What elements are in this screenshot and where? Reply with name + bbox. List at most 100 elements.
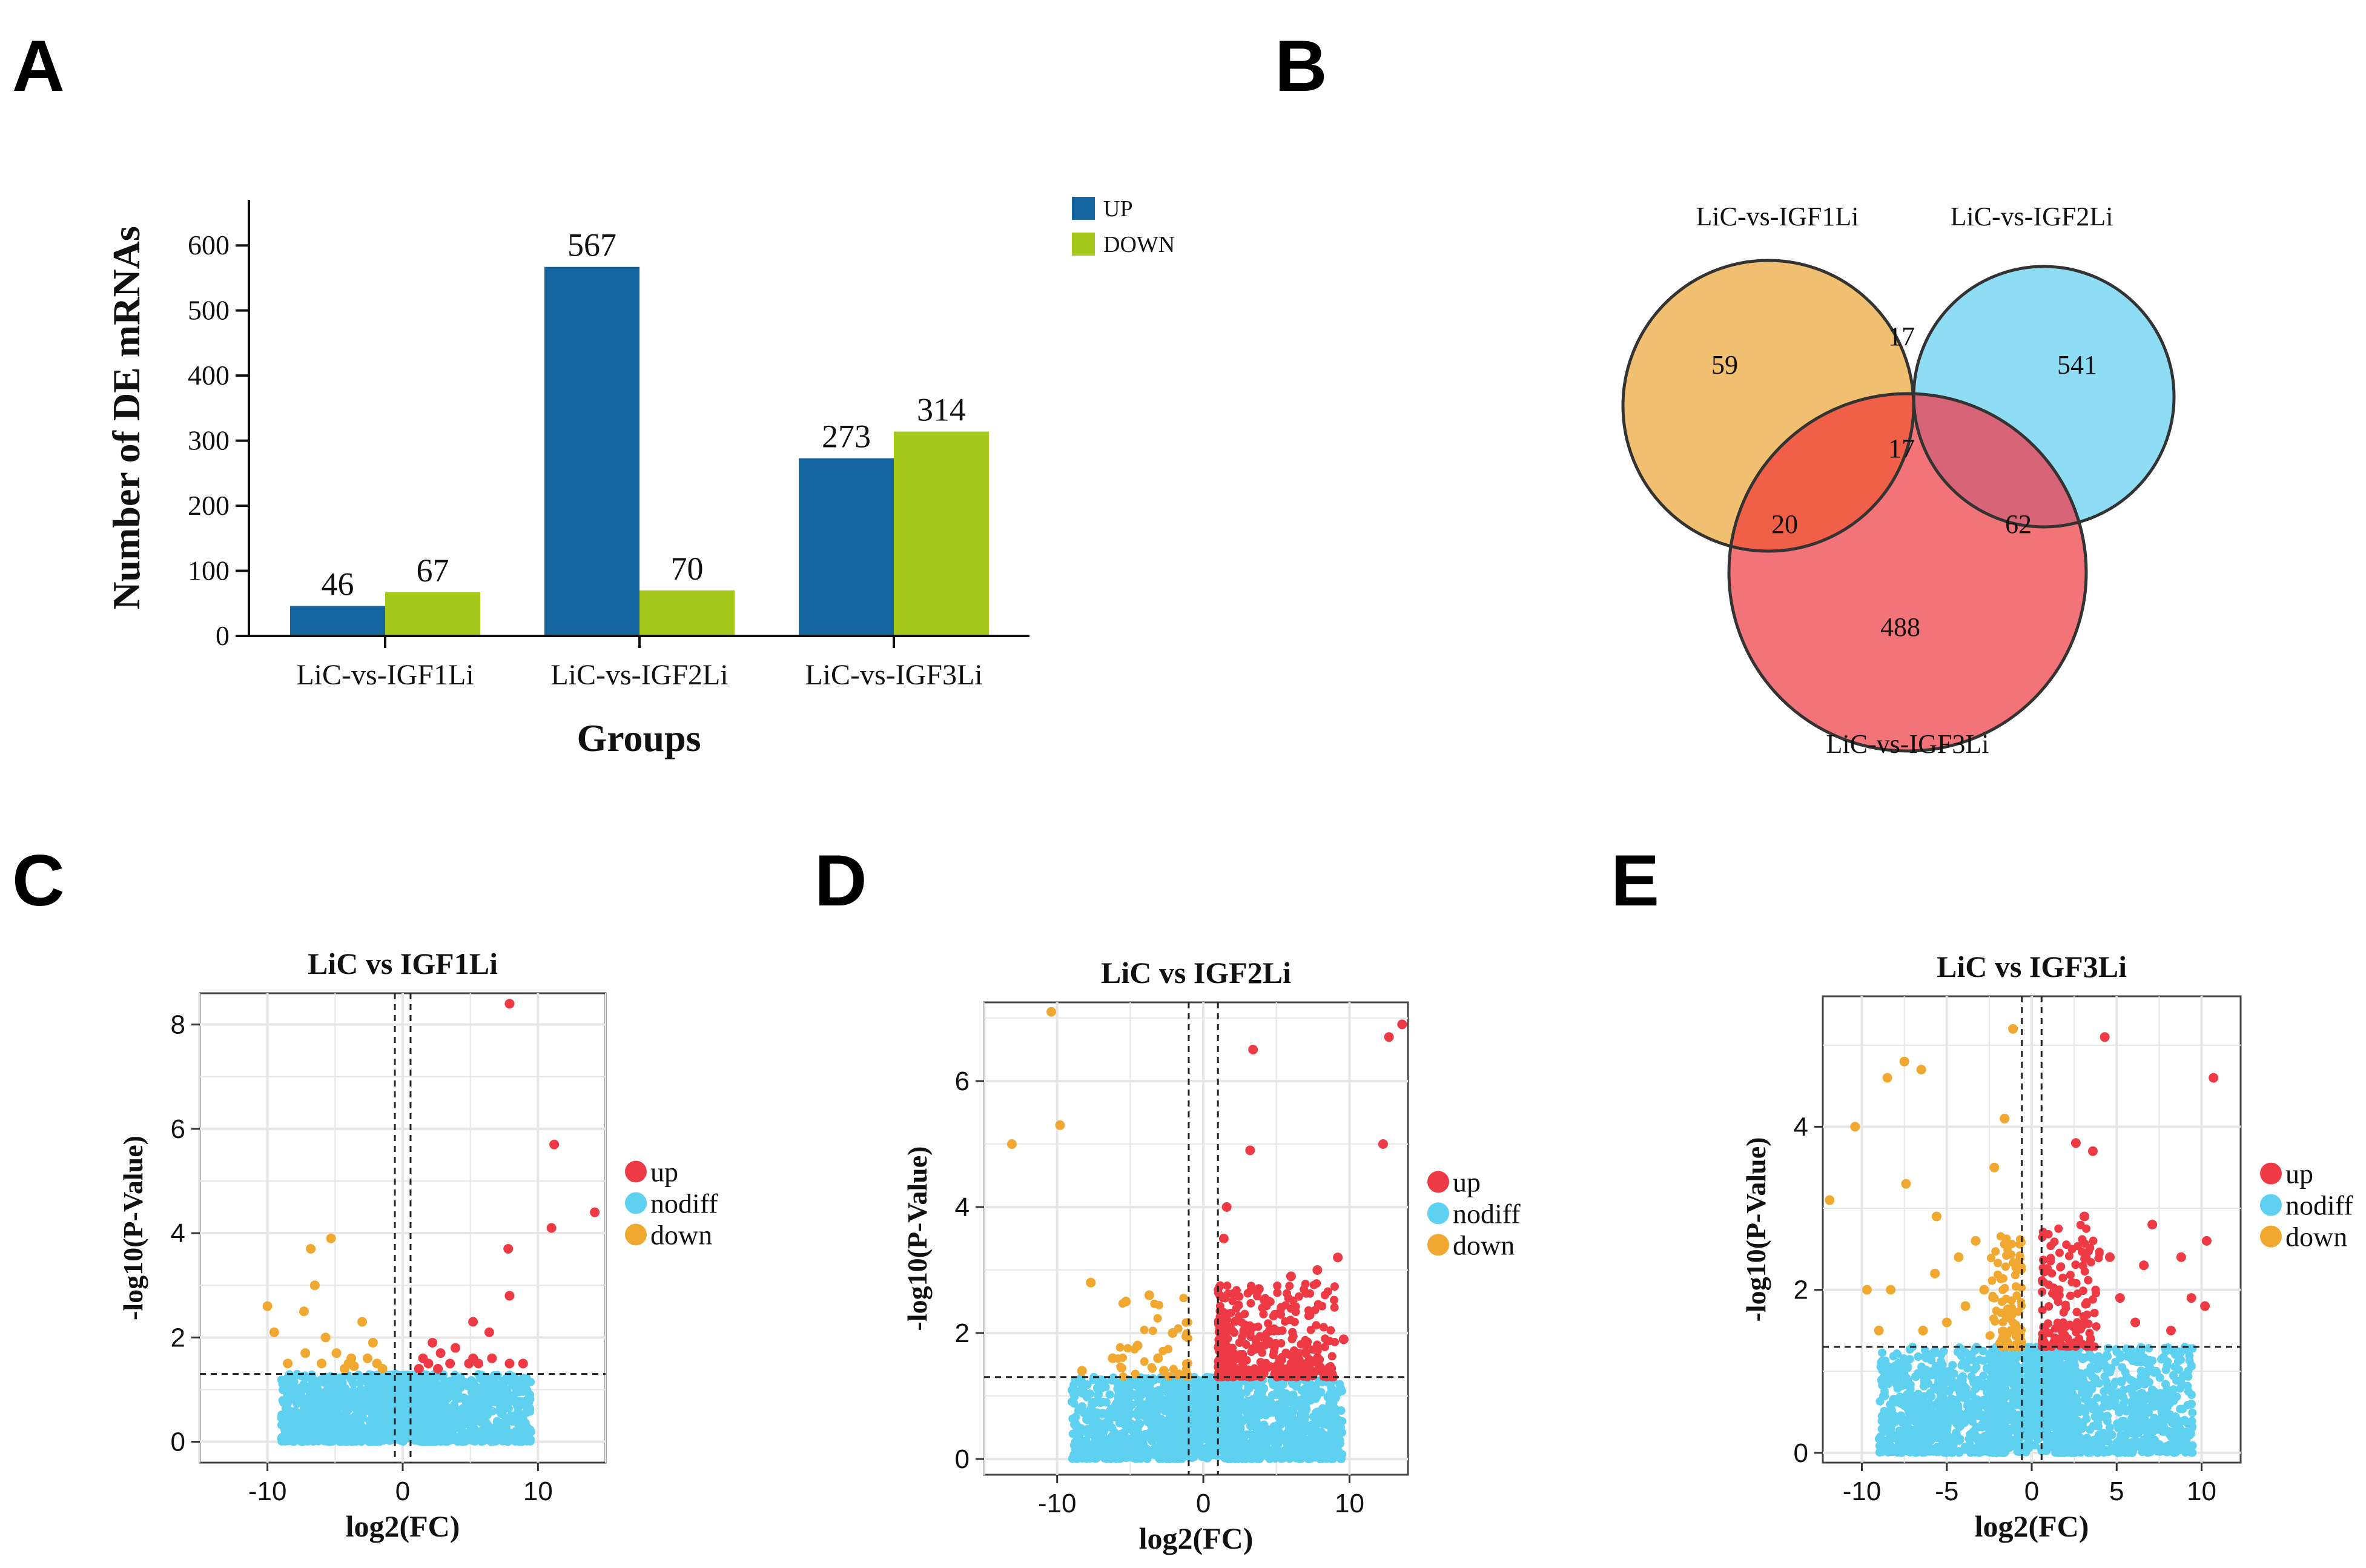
point-nodiff [1311, 1408, 1320, 1417]
point-nodiff [1134, 1379, 1143, 1388]
point-nodiff [299, 1380, 308, 1389]
point-nodiff [1333, 1417, 1342, 1426]
point-nodiff [354, 1437, 363, 1446]
point-nodiff [423, 1437, 432, 1446]
point-nodiff [1090, 1412, 1099, 1421]
point-nodiff [1134, 1428, 1143, 1437]
point-nodiff [463, 1436, 472, 1445]
point-up [1323, 1287, 1332, 1296]
venn-count-only-set1: 59 [1711, 350, 1738, 380]
point-up [428, 1337, 438, 1348]
point-nodiff [1114, 1380, 1123, 1389]
point-down [326, 1233, 336, 1243]
point-nodiff [423, 1377, 432, 1386]
panel-label-d: D [815, 840, 867, 921]
bar-up [544, 266, 639, 637]
legend-label-up: up [650, 1157, 678, 1188]
point-nodiff [478, 1433, 487, 1442]
point-nodiff [332, 1434, 342, 1443]
venn-count-only-set2: 541 [2057, 350, 2097, 380]
venn-count-only-set3: 488 [1880, 612, 1920, 642]
point-nodiff [368, 1398, 377, 1407]
y-tick-label: 200 [188, 490, 230, 521]
point-nodiff [1255, 1447, 1264, 1457]
point-up [518, 1358, 528, 1369]
point-nodiff [280, 1422, 289, 1431]
point-nodiff [504, 1414, 513, 1423]
point-nodiff [333, 1387, 342, 1396]
point-nodiff [1159, 1400, 1168, 1409]
point-nodiff [366, 1383, 375, 1392]
point-up [1228, 1343, 1237, 1352]
point-nodiff [1082, 1393, 1091, 1402]
point-down [306, 1243, 316, 1254]
point-nodiff [338, 1378, 347, 1388]
point-up [1271, 1309, 1280, 1318]
point-up [1330, 1337, 1340, 1346]
point-nodiff [1257, 1407, 1266, 1416]
point-nodiff [518, 1413, 527, 1422]
point-up [1329, 1295, 1338, 1305]
x-tick-label: -10 [248, 1477, 287, 1506]
venn-count-set1-set3: 20 [1771, 509, 1798, 539]
point-nodiff [1130, 1447, 1139, 1456]
point-nodiff [1306, 1423, 1315, 1432]
point-nodiff [330, 1374, 339, 1383]
point-nodiff [1272, 1382, 1281, 1391]
point-up [1318, 1302, 1327, 1311]
point-up [1221, 1313, 1231, 1322]
point-nodiff [1227, 1420, 1236, 1429]
panel-label-b: B [1275, 25, 1327, 107]
point-nodiff [327, 1412, 336, 1421]
point-nodiff [1194, 1391, 1203, 1400]
point-nodiff [346, 1420, 355, 1429]
point-nodiff [450, 1386, 459, 1395]
point-up [1319, 1323, 1328, 1332]
point-nodiff [1198, 1444, 1207, 1454]
bar-value-label: 273 [822, 418, 871, 455]
point-nodiff [441, 1408, 451, 1417]
point-down [349, 1361, 359, 1371]
point-nodiff [1080, 1380, 1089, 1389]
point-nodiff [1257, 1387, 1266, 1396]
point-up [1234, 1354, 1243, 1363]
legend-label-nodiff: nodiff [650, 1188, 718, 1219]
point-up [503, 1243, 514, 1254]
point-nodiff [341, 1412, 350, 1421]
point-down [331, 1348, 342, 1358]
point-up [1238, 1332, 1247, 1341]
point-nodiff [428, 1426, 437, 1435]
point-nodiff [1201, 1385, 1211, 1394]
point-up [1231, 1317, 1240, 1326]
point-nodiff [476, 1384, 485, 1394]
point-nodiff [1252, 1417, 1261, 1426]
point-nodiff [1136, 1454, 1145, 1463]
point-nodiff [1105, 1390, 1114, 1399]
point-down [309, 1280, 320, 1291]
point-nodiff [1236, 1440, 1245, 1449]
y-axis-label: -log10(P-Value) [117, 1136, 148, 1320]
point-nodiff [514, 1421, 523, 1431]
point-nodiff [1171, 1416, 1180, 1425]
point-up [1240, 1309, 1249, 1318]
point-nodiff [456, 1394, 465, 1403]
point-up [1273, 1288, 1282, 1297]
point-nodiff [1166, 1454, 1175, 1463]
legend-swatch-nodiff [625, 1192, 647, 1214]
point-nodiff [1221, 1446, 1231, 1455]
point-up [1315, 1355, 1324, 1364]
point-up [590, 1207, 600, 1217]
point-nodiff [1131, 1438, 1140, 1447]
point-nodiff [1228, 1437, 1237, 1446]
point-nodiff [360, 1374, 369, 1383]
point-up [1283, 1289, 1292, 1298]
point-up [1259, 1309, 1268, 1318]
x-tick-label: LiC-vs-IGF2Li [550, 659, 728, 691]
point-down [269, 1327, 279, 1337]
venn-outline-set2 [1912, 265, 2176, 529]
point-up [435, 1348, 446, 1358]
point-nodiff [475, 1410, 484, 1419]
point-nodiff [1307, 1453, 1317, 1462]
venn-count-set2-set3: 62 [2005, 509, 2032, 539]
